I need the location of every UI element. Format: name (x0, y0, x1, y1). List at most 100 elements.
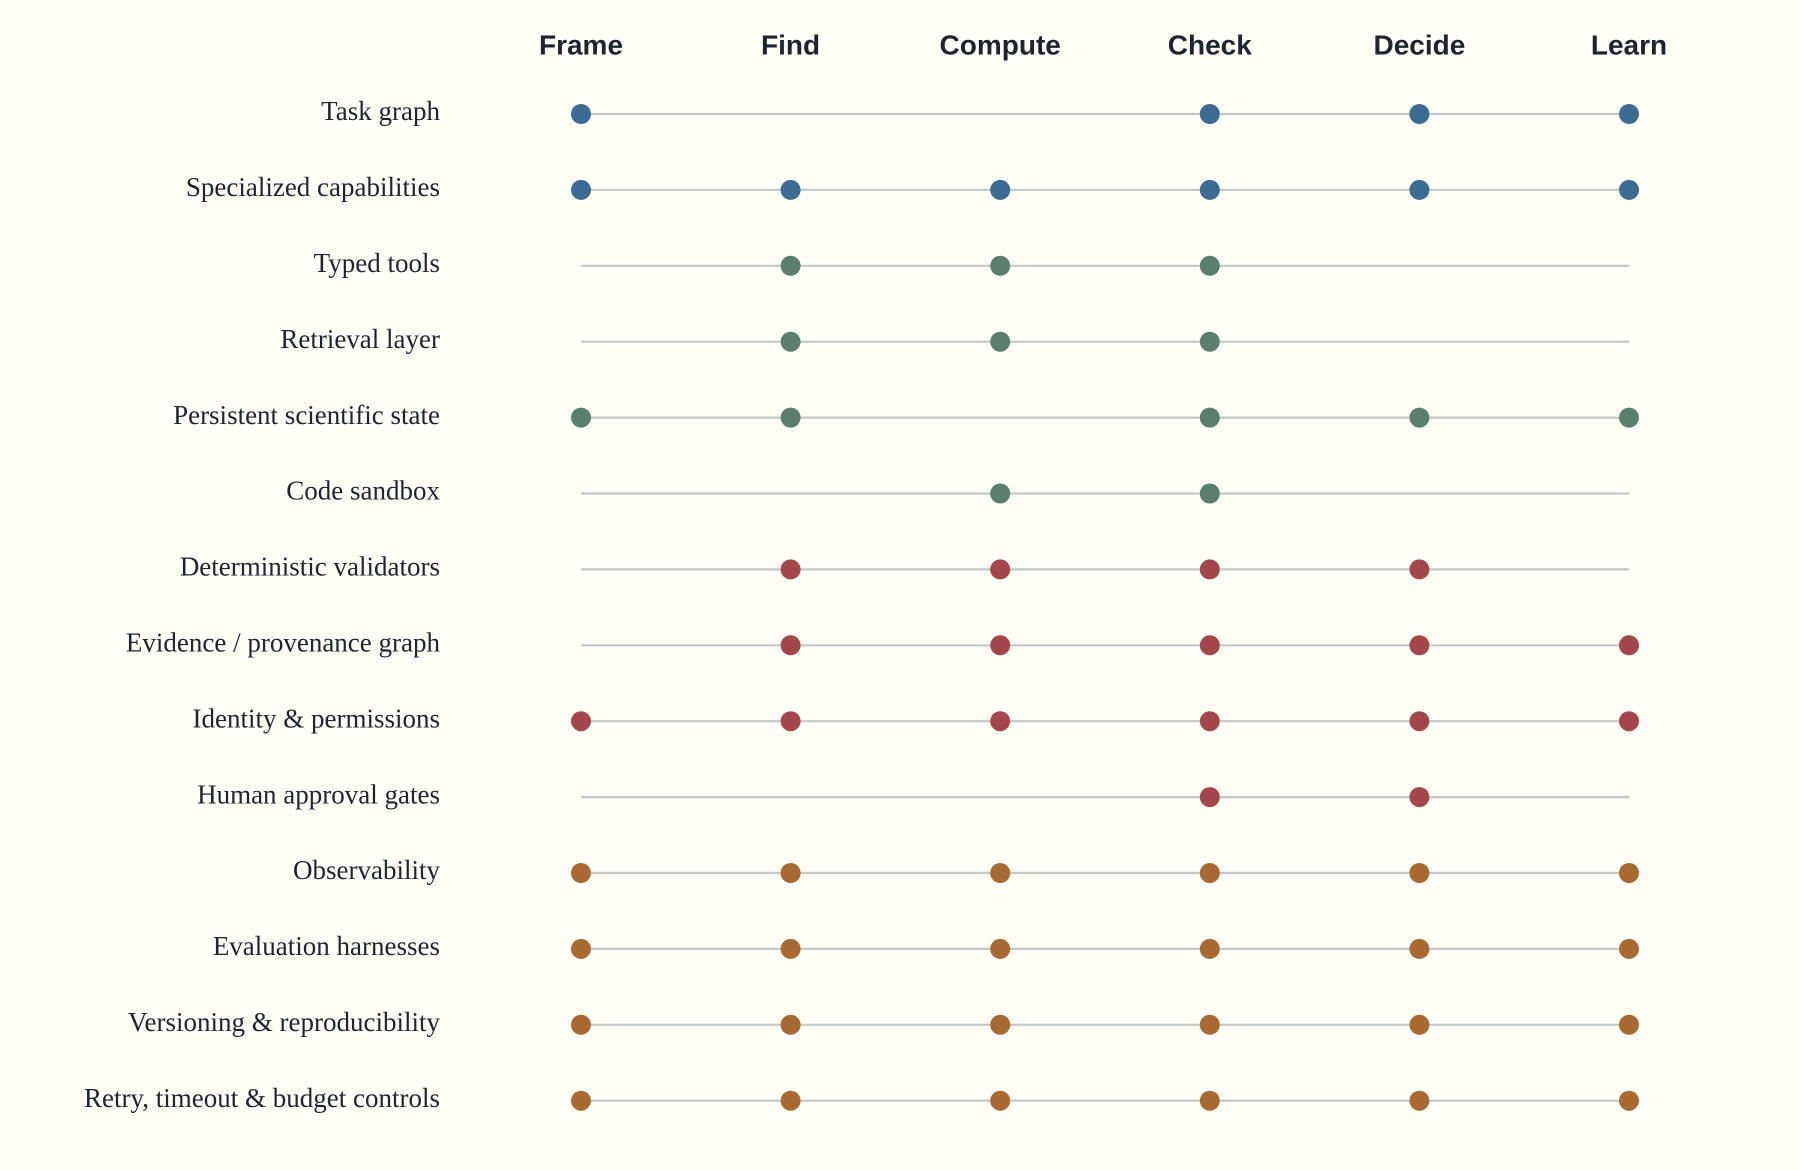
dot-human-approval-gates-decide (1409, 787, 1430, 808)
row-label: Evidence / provenance graph (126, 628, 441, 658)
dot-task-graph-learn (1619, 104, 1639, 124)
row-label: Task graph (321, 96, 440, 126)
dot-evidence-provenance-graph-compute (990, 635, 1011, 656)
dot-specialized-capabilities-check (1199, 179, 1220, 200)
dot-versioning-and-reproducibility-learn (1619, 1014, 1639, 1035)
dot-observability-compute (990, 863, 1011, 883)
dot-specialized-capabilities-compute (990, 179, 1011, 200)
row-persistent-scientific-state: Persistent scientific state (173, 400, 1639, 430)
dot-task-graph-decide (1409, 104, 1430, 124)
row-deterministic-validators: Deterministic validators (180, 552, 1629, 582)
dot-versioning-and-reproducibility-decide (1409, 1014, 1430, 1035)
row-specialized-capabilities: Specialized capabilities (186, 172, 1639, 202)
row-versioning-and-reproducibility: Versioning & reproducibility (128, 1007, 1639, 1037)
dot-evaluation-harnesses-learn (1619, 938, 1639, 959)
stage-label-decide: Decide (1373, 29, 1465, 60)
row-retry-timeout-and-budget-controls: Retry, timeout & budget controls (84, 1083, 1639, 1113)
row-label: Retrieval layer (280, 324, 440, 354)
dot-identity-and-permissions-compute (990, 711, 1011, 732)
dot-identity-and-permissions-find (780, 711, 801, 732)
dot-task-graph-check (1199, 104, 1220, 124)
dot-retry-timeout-and-budget-controls-learn (1619, 1090, 1639, 1111)
dot-versioning-and-reproducibility-find (780, 1014, 801, 1035)
row-observability: Observability (293, 855, 1639, 885)
dot-typed-tools-check (1199, 255, 1220, 276)
dot-specialized-capabilities-learn (1619, 179, 1639, 200)
dot-identity-and-permissions-check (1199, 711, 1220, 732)
stage-labels: Frame Find Compute Check Decide Learn (539, 29, 1667, 60)
dot-deterministic-validators-decide (1409, 559, 1430, 580)
dot-observability-learn (1619, 863, 1639, 883)
dot-persistent-scientific-state-check (1199, 407, 1220, 428)
stage-label-frame: Frame (539, 29, 623, 60)
dot-persistent-scientific-state-frame (571, 407, 591, 428)
dot-retrieval-layer-find (780, 331, 801, 352)
dot-identity-and-permissions-learn (1619, 711, 1639, 732)
row-label: Deterministic validators (180, 552, 440, 582)
dot-human-approval-gates-check (1199, 787, 1220, 808)
dot-specialized-capabilities-frame (571, 179, 591, 200)
dot-identity-and-permissions-frame (571, 711, 591, 732)
row-label: Specialized capabilities (186, 172, 440, 202)
row-evaluation-harnesses: Evaluation harnesses (213, 931, 1639, 961)
dot-evaluation-harnesses-decide (1409, 938, 1430, 959)
dot-identity-and-permissions-decide (1409, 711, 1430, 732)
dot-persistent-scientific-state-decide (1409, 407, 1430, 428)
row-label: Human approval gates (197, 779, 440, 809)
row-typed-tools: Typed tools (314, 248, 1629, 278)
dot-retry-timeout-and-budget-controls-compute (990, 1090, 1011, 1111)
dot-versioning-and-reproducibility-check (1199, 1014, 1220, 1035)
dot-deterministic-validators-check (1199, 559, 1220, 580)
dot-observability-find (780, 863, 801, 883)
dot-evidence-provenance-graph-learn (1619, 635, 1639, 656)
row-human-approval-gates: Human approval gates (197, 779, 1629, 809)
row-retrieval-layer: Retrieval layer (280, 324, 1629, 354)
dot-observability-decide (1409, 863, 1430, 883)
dot-typed-tools-compute (990, 255, 1011, 276)
dot-deterministic-validators-compute (990, 559, 1011, 580)
stage-label-compute: Compute (940, 29, 1061, 60)
dot-evaluation-harnesses-find (780, 938, 801, 959)
dot-observability-frame (571, 863, 591, 883)
row-label: Typed tools (314, 248, 440, 278)
dot-retry-timeout-and-budget-controls-find (780, 1090, 801, 1111)
row-label: Identity & permissions (193, 703, 440, 733)
dot-code-sandbox-check (1199, 483, 1220, 504)
row-task-graph: Task graph (321, 96, 1639, 126)
dot-versioning-and-reproducibility-frame (571, 1014, 591, 1035)
dot-evidence-provenance-graph-decide (1409, 635, 1430, 656)
dot-evidence-provenance-graph-check (1199, 635, 1220, 656)
stage-label-check: Check (1168, 29, 1252, 60)
row-evidence-provenance-graph: Evidence / provenance graph (126, 628, 1639, 658)
dot-versioning-and-reproducibility-compute (990, 1014, 1011, 1035)
dot-specialized-capabilities-find (780, 179, 801, 200)
dot-retrieval-layer-check (1199, 331, 1220, 352)
capability-rows: Task graph Specialized capabilities Typed … (84, 96, 1639, 1113)
dot-deterministic-validators-find (780, 559, 801, 580)
dot-specialized-capabilities-decide (1409, 179, 1430, 200)
dot-evidence-provenance-graph-find (780, 635, 801, 656)
dot-task-graph-frame (571, 104, 591, 124)
stage-label-learn: Learn (1591, 29, 1667, 60)
dot-evaluation-harnesses-frame (571, 938, 591, 959)
row-identity-and-permissions: Identity & permissions (193, 703, 1639, 733)
row-label: Code sandbox (286, 476, 440, 506)
row-code-sandbox: Code sandbox (286, 476, 1629, 506)
dot-code-sandbox-compute (990, 483, 1011, 504)
dot-persistent-scientific-state-learn (1619, 407, 1639, 428)
row-label: Versioning & reproducibility (128, 1007, 440, 1037)
row-label: Evaluation harnesses (213, 931, 440, 961)
dot-retrieval-layer-compute (990, 331, 1011, 352)
dot-typed-tools-find (780, 255, 801, 276)
row-label: Persistent scientific state (173, 400, 440, 430)
dot-evaluation-harnesses-compute (990, 938, 1011, 959)
dot-persistent-scientific-state-find (780, 407, 801, 428)
dot-retry-timeout-and-budget-controls-check (1199, 1090, 1220, 1111)
row-label: Retry, timeout & budget controls (84, 1083, 440, 1113)
stage-label-find: Find (761, 29, 820, 60)
dot-observability-check (1199, 863, 1220, 883)
dot-evaluation-harnesses-check (1199, 938, 1220, 959)
row-label: Observability (293, 855, 440, 885)
dot-retry-timeout-and-budget-controls-frame (571, 1090, 591, 1111)
